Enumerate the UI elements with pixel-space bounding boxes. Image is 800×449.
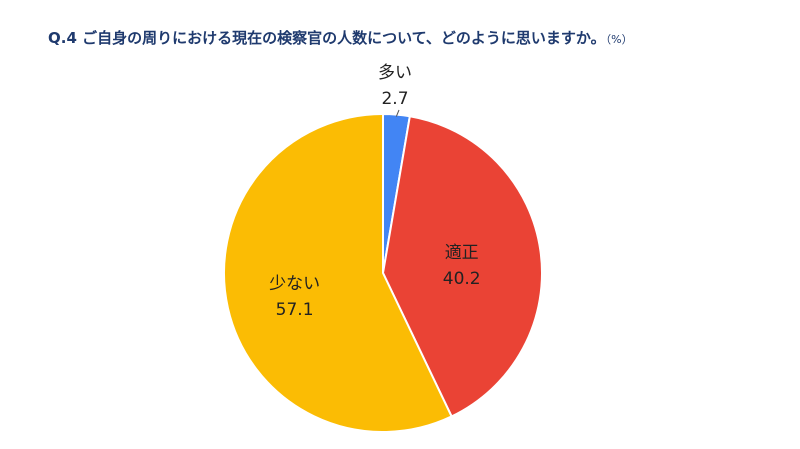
label-ooi: 多い 2.7 xyxy=(378,63,412,109)
leader-line-tai xyxy=(395,109,400,117)
slice-category-label: 多い xyxy=(378,63,412,83)
chart-unit: （%） xyxy=(605,33,633,46)
label-sukunai: 少ない 57.1 xyxy=(269,274,320,320)
label-tekisei: 適正 40.2 xyxy=(443,243,481,289)
pie-labels: 多い 2.7 適正 40.2 少ない 57.1 xyxy=(269,63,481,320)
slice-value-label: 40.2 xyxy=(443,269,481,289)
slice-category-label: 少ない xyxy=(269,274,320,294)
slice-value-label: 57.1 xyxy=(276,300,314,320)
pie-slices xyxy=(223,112,543,433)
chart-title-text: Q.4 ご自身の周りにおける現在の検察官の人数について、どのように思いますか。 xyxy=(48,29,606,47)
slice-tekisei xyxy=(381,115,543,418)
slice-value-label: 2.7 xyxy=(381,89,408,109)
slice-sukunai xyxy=(223,112,453,433)
slice-category-label: 適正 xyxy=(445,243,479,263)
chart-title: Q.4 ご自身の周りにおける現在の検察官の人数について、どのように思いますか。（… xyxy=(48,27,633,48)
